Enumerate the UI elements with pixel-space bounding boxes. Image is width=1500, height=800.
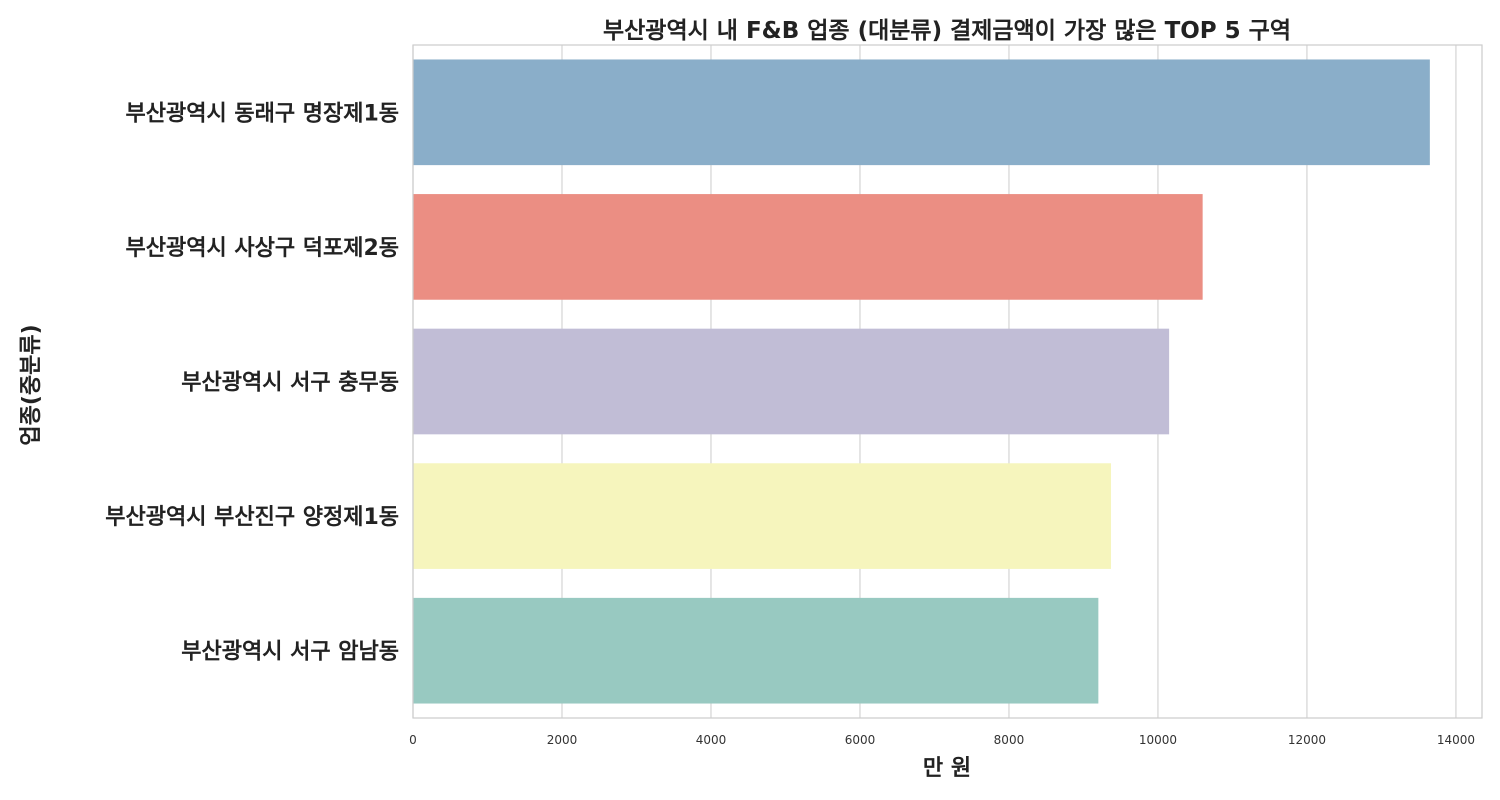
x-tick-label: 2000 bbox=[547, 733, 578, 747]
bar bbox=[413, 597, 1099, 704]
x-tick-label: 6000 bbox=[845, 733, 876, 747]
x-axis-label: 만 원 bbox=[923, 756, 971, 781]
bar bbox=[413, 328, 1170, 435]
x-tick-labels: 0 2000 4000 6000 8000 10000 12000 14000 bbox=[409, 733, 1475, 747]
y-tick-label: 부산광역시 사상구 덕포제2동 bbox=[125, 236, 399, 261]
y-tick-label: 부산광역시 부산진구 양정제1동 bbox=[105, 505, 399, 530]
y-axis-label: 업종(중분류) bbox=[19, 324, 44, 445]
y-tick-label: 부산광역시 동래구 명장제1동 bbox=[125, 101, 399, 126]
x-tick-label: 10000 bbox=[1139, 733, 1177, 747]
chart-title: 부산광역시 내 F&B 업종 (대분류) 결제금액이 가장 많은 TOP 5 구… bbox=[603, 18, 1291, 44]
x-tick-label: 0 bbox=[409, 733, 417, 747]
y-tick-label: 부산광역시 서구 충무동 bbox=[181, 371, 399, 396]
y-tick-label: 부산광역시 서구 암남동 bbox=[181, 640, 399, 665]
bar bbox=[413, 463, 1112, 569]
x-tick-label: 12000 bbox=[1288, 733, 1326, 747]
x-tick-label: 14000 bbox=[1437, 733, 1475, 747]
x-tick-label: 4000 bbox=[696, 733, 727, 747]
bar bbox=[413, 59, 1430, 166]
x-tick-label: 8000 bbox=[994, 733, 1025, 747]
bars bbox=[413, 59, 1430, 704]
bar bbox=[413, 194, 1203, 300]
plot-frame bbox=[412, 44, 1483, 719]
